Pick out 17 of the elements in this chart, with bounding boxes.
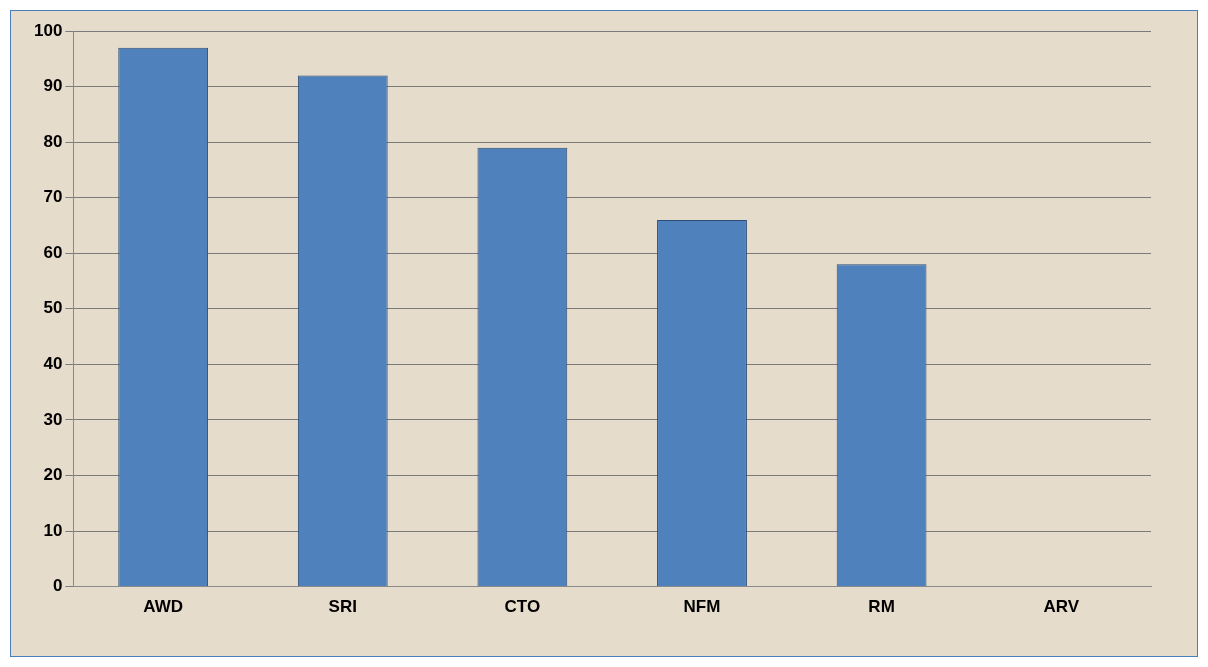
y-tick-label: 60 xyxy=(43,242,63,262)
y-tick-label: 10 xyxy=(43,520,63,540)
y-tick-label: 50 xyxy=(43,298,63,318)
x-tick-label: ARV xyxy=(1043,597,1080,617)
x-tick-label: RM xyxy=(868,597,895,617)
y-tick-label: 20 xyxy=(43,465,63,485)
y-tick-label: 30 xyxy=(43,409,63,429)
y-tick-label: 80 xyxy=(43,131,63,151)
x-tick-label: CTO xyxy=(504,597,541,617)
y-tick-label: 0 xyxy=(52,576,63,596)
y-tick-label: 100 xyxy=(33,20,63,40)
y-tick-label: 70 xyxy=(43,187,63,207)
y-tick-label: 90 xyxy=(43,76,63,96)
x-tick-label: AWD xyxy=(143,597,183,617)
y-tick-label: 40 xyxy=(43,354,63,374)
x-tick-label: NFM xyxy=(683,597,721,617)
x-tick-label: SRI xyxy=(328,597,357,617)
